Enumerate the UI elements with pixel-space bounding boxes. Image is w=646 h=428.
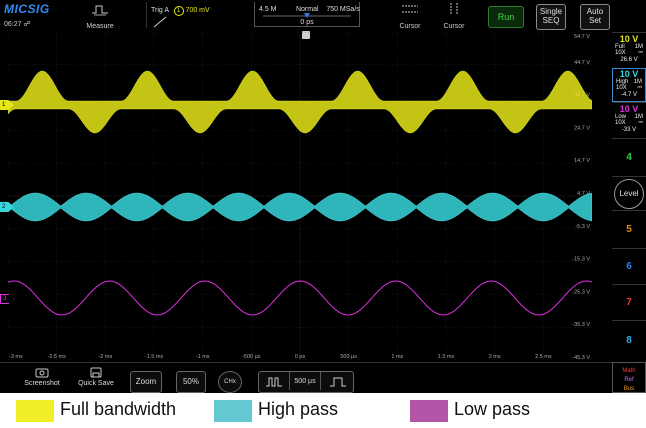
timebase-offset: 0 ps: [300, 19, 314, 26]
single-seq-button[interactable]: Single SEQ: [536, 4, 566, 30]
time-tick-label: 0 ps: [295, 354, 306, 360]
volt-tick-label: 24.7 V: [574, 125, 590, 131]
chx-button[interactable]: CHx: [218, 371, 242, 393]
channel-7-button[interactable]: 7: [612, 284, 646, 321]
cursor-horizontal-button[interactable]: Cursor: [390, 2, 430, 30]
bottom-toolbar: Screenshot Quick Save Zoom 50% CHx 500 µ…: [0, 362, 612, 393]
time-tick-label: -2.5 ms: [47, 354, 66, 360]
trigger-panel[interactable]: Trig A 1 700 mV: [146, 2, 247, 28]
volt-tick-label: 4.7 V: [577, 191, 590, 197]
volt-tick-label: -45.3 V: [572, 355, 590, 360]
time-tick-label: -1.5 ms: [145, 354, 164, 360]
channel-1-settings[interactable]: 10 V Full 1M 10X ⎓ 26.6 V: [612, 32, 646, 69]
trigger-position-marker[interactable]: [302, 31, 310, 39]
quick-save-button[interactable]: Quick Save: [74, 367, 118, 387]
time-tick-label: -500 µs: [242, 354, 261, 360]
oscilloscope-screen: MICSIG 06:27 ☍ Measure Trig A 1 700 mV 4…: [0, 0, 646, 393]
channel-2-marker[interactable]: 2: [0, 202, 14, 212]
legend-swatch: [16, 400, 54, 422]
legend-swatch: [410, 400, 448, 422]
clock: 06:27 ☍: [4, 21, 31, 28]
zoom-button[interactable]: Zoom: [130, 371, 162, 393]
horizontal-cursor-icon: [402, 5, 418, 13]
channel-6-button[interactable]: 6: [612, 248, 646, 285]
time-tick-label: 1 ms: [391, 354, 403, 360]
waveform-display[interactable]: 54.7 V44.7 V34.7 V24.7 V14.7 V4.7 V-5.3 …: [8, 32, 592, 360]
channel-8-button[interactable]: 8: [612, 320, 646, 361]
channel-1-trace: [8, 70, 592, 134]
cursor-vertical-button[interactable]: Cursor: [434, 2, 474, 30]
math-ref-bus-button[interactable]: Math Ref Bus: [612, 362, 646, 393]
brand-logo: MICSIG: [4, 2, 50, 16]
measure-button[interactable]: Measure: [70, 2, 130, 30]
run-stop-button[interactable]: Run: [488, 6, 524, 28]
pulse-narrow-icon: [266, 377, 282, 387]
level-button[interactable]: Level: [614, 179, 644, 209]
time-tick-label: -2 ms: [98, 354, 112, 360]
volt-tick-label: -35.3 V: [572, 322, 590, 328]
channel-3-trace: [8, 280, 592, 316]
trigger-level: 700 mV: [185, 7, 210, 14]
time-tick-label: 1.5 ms: [438, 354, 455, 360]
channel-2-trace: [8, 192, 592, 222]
save-icon: [90, 367, 102, 378]
time-tick-label: 500 µs: [340, 354, 357, 360]
lock-icon: ☍: [23, 21, 31, 28]
time-tick-label: -1 ms: [196, 354, 210, 360]
pulse-wide-icon: [330, 377, 346, 387]
channel-4-button[interactable]: 4: [612, 138, 646, 177]
volt-tick-label: -15.3 V: [572, 257, 590, 263]
trigger-label: Trig A: [151, 7, 169, 14]
channel-3-marker[interactable]: 3: [0, 294, 14, 304]
legend-low-pass: Low pass: [410, 398, 570, 424]
time-tick-label: 2 ms: [489, 354, 501, 360]
timebase-control[interactable]: 500 µs: [258, 371, 354, 393]
volt-tick-label: 14.7 V: [574, 158, 590, 164]
vertical-cursor-icon: [450, 3, 458, 15]
trigger-channel-badge: 1: [173, 6, 184, 16]
auto-set-button[interactable]: Auto Set: [580, 4, 610, 30]
percent-button[interactable]: 50%: [176, 371, 206, 393]
legend-swatch: [214, 400, 252, 422]
channel-5-button[interactable]: 5: [612, 210, 646, 249]
timebase-bar: [263, 13, 351, 18]
rising-edge-icon: [153, 16, 167, 28]
level-button-wrap: Level: [612, 176, 646, 211]
legend-high-pass: High pass: [214, 398, 374, 424]
measure-icon: [92, 5, 108, 16]
channel-3-settings[interactable]: 10 V Low 1M 10X ⎓ -33 V: [612, 102, 646, 139]
volt-tick-label: -5.3 V: [575, 224, 590, 230]
channel-2-settings[interactable]: 10 V High 1M 10X ⎓ -4.7 V: [612, 68, 646, 102]
volt-tick-label: 54.7 V: [574, 34, 590, 40]
channel-1-marker[interactable]: 1: [0, 100, 14, 110]
volt-tick-label: -25.3 V: [572, 289, 590, 295]
legend-full-bandwidth: Full bandwidth: [16, 398, 216, 424]
volt-tick-label: 44.7 V: [574, 60, 590, 66]
time-tick-label: -3 ms: [9, 354, 23, 360]
screenshot-button[interactable]: Screenshot: [20, 367, 64, 387]
timebase-panel[interactable]: 4.5 M Normal 750 MSa/s 0 ps: [254, 2, 360, 27]
time-tick-label: 2.5 ms: [535, 354, 552, 360]
camera-icon: [35, 368, 49, 378]
